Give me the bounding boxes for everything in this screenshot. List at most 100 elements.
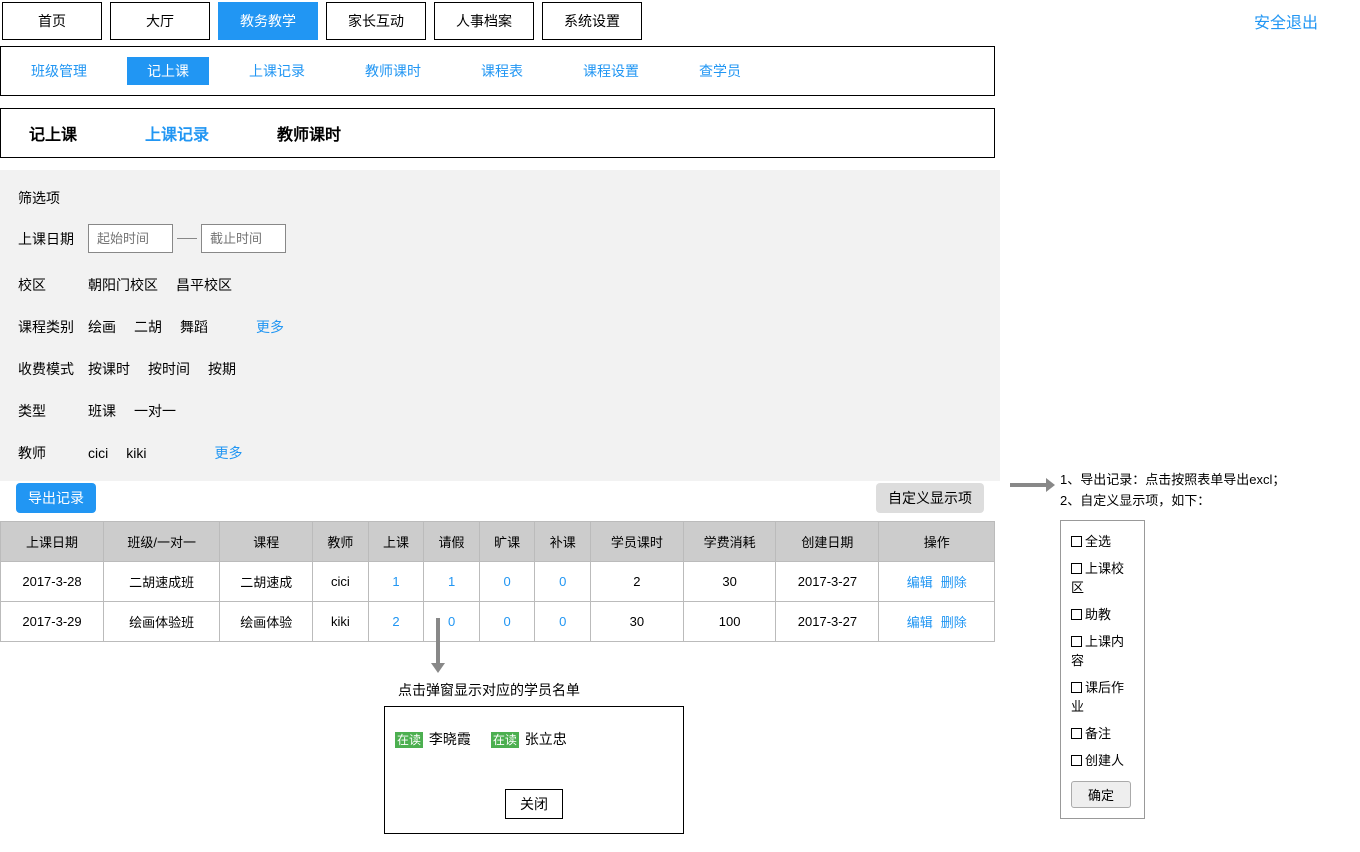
type-option[interactable]: 一对一	[134, 401, 176, 421]
course-type-option[interactable]: 绘画	[88, 317, 116, 337]
export-button[interactable]: 导出记录	[16, 483, 96, 513]
edit-link[interactable]: 编辑	[907, 615, 933, 630]
table-cell: 绘画体验班	[104, 602, 220, 642]
start-date-input[interactable]	[88, 224, 173, 253]
popup-note: 点击弹窗显示对应的学员名单	[398, 680, 580, 700]
custom-option[interactable]: 备注	[1071, 723, 1134, 742]
table-cell[interactable]: 2	[368, 602, 424, 642]
type-label: 类型	[18, 401, 88, 421]
checkbox-icon	[1071, 536, 1082, 547]
status-badge: 在读	[395, 732, 423, 748]
top-nav: 首页 大厅 教务教学 家长互动 人事档案 系统设置 安全退出	[0, 0, 1360, 42]
checkbox-icon	[1071, 636, 1082, 647]
custom-columns-button[interactable]: 自定义显示项	[876, 483, 984, 513]
end-date-input[interactable]	[201, 224, 286, 253]
table-cell[interactable]: 1	[424, 562, 480, 602]
inner-tab-teacher-hours[interactable]: 教师课时	[277, 121, 341, 145]
fee-mode-option[interactable]: 按课时	[88, 359, 130, 379]
subnav-class-records[interactable]: 上课记录	[229, 57, 325, 85]
col-header: 操作	[879, 522, 995, 562]
confirm-button[interactable]: 确定	[1071, 781, 1131, 808]
col-header: 学员课时	[591, 522, 684, 562]
col-header: 学费消耗	[683, 522, 776, 562]
col-header: 班级/一对一	[104, 522, 220, 562]
table-cell: 2	[591, 562, 684, 602]
inner-tabs: 记上课 上课记录 教师课时	[0, 108, 995, 158]
inner-tab-record[interactable]: 记上课	[29, 121, 77, 145]
edit-link[interactable]: 编辑	[907, 575, 933, 590]
table-cell: 30	[683, 562, 776, 602]
col-header: 教师	[313, 522, 369, 562]
type-option[interactable]: 班课	[88, 401, 116, 421]
annotation-line: 2、自定义显示项，如下：	[1060, 491, 1285, 512]
nav-tab-teaching[interactable]: 教务教学	[218, 2, 318, 40]
annotation-text: 1、导出记录：点击按照表单导出excl； 2、自定义显示项，如下：	[1060, 470, 1285, 512]
teacher-option[interactable]: cici	[88, 445, 108, 461]
col-header: 旷课	[479, 522, 535, 562]
action-bar: 导出记录 自定义显示项	[0, 481, 1000, 521]
fee-mode-option[interactable]: 按期	[208, 359, 236, 379]
custom-option[interactable]: 课后作业	[1071, 677, 1134, 715]
student-popup: 在读 李晓霞在读 张立忠 关闭	[384, 706, 684, 834]
table-cell[interactable]: 0	[535, 602, 591, 642]
campus-option[interactable]: 昌平校区	[176, 275, 232, 295]
inner-tab-records-list[interactable]: 上课记录	[145, 121, 209, 145]
operation-cell: 编辑删除	[879, 602, 995, 642]
subnav-student-query[interactable]: 查学员	[679, 57, 761, 85]
nav-tab-settings[interactable]: 系统设置	[542, 2, 642, 40]
nav-tab-lobby[interactable]: 大厅	[110, 2, 210, 40]
table-cell: 30	[591, 602, 684, 642]
custom-option[interactable]: 全选	[1071, 531, 1134, 550]
student-item: 在读 张立忠	[491, 729, 567, 749]
delete-link[interactable]: 删除	[941, 615, 967, 630]
course-type-option[interactable]: 舞蹈	[180, 317, 208, 337]
subnav-record-class[interactable]: 记上课	[127, 57, 209, 85]
fee-mode-label: 收费模式	[18, 359, 88, 379]
subnav-course-settings[interactable]: 课程设置	[563, 57, 659, 85]
col-header: 创建日期	[776, 522, 879, 562]
subnav-teacher-hours[interactable]: 教师课时	[345, 57, 441, 85]
table-cell: 2017-3-28	[1, 562, 104, 602]
table-header-row: 上课日期 班级/一对一 课程 教师 上课 请假 旷课 补课 学员课时 学费消耗 …	[1, 522, 995, 562]
table-cell[interactable]: 0	[479, 602, 535, 642]
teacher-more[interactable]: 更多	[214, 443, 242, 463]
filter-panel: 筛选项 上课日期 校区 朝阳门校区 昌平校区 课程类别 绘画 二胡 舞蹈 更多 …	[0, 170, 1000, 481]
table-cell: 100	[683, 602, 776, 642]
custom-option[interactable]: 创建人	[1071, 750, 1134, 769]
checkbox-icon	[1071, 609, 1082, 620]
nav-tab-parents[interactable]: 家长互动	[326, 2, 426, 40]
arrow-down-icon	[428, 618, 448, 673]
table-row: 2017-3-28二胡速成班二胡速成cici11002302017-3-27编辑…	[1, 562, 995, 602]
table-cell[interactable]: 0	[535, 562, 591, 602]
subnav-schedule[interactable]: 课程表	[461, 57, 543, 85]
course-type-more[interactable]: 更多	[256, 317, 284, 337]
custom-option[interactable]: 助教	[1071, 604, 1134, 623]
fee-mode-option[interactable]: 按时间	[148, 359, 190, 379]
logout-link[interactable]: 安全退出	[1254, 9, 1318, 33]
table-cell: 二胡速成	[220, 562, 313, 602]
custom-option[interactable]: 上课校区	[1071, 558, 1134, 596]
nav-tab-hr[interactable]: 人事档案	[434, 2, 534, 40]
annotation-line: 1、导出记录：点击按照表单导出excl；	[1060, 470, 1285, 491]
delete-link[interactable]: 删除	[941, 575, 967, 590]
checkbox-icon	[1071, 755, 1082, 766]
close-button[interactable]: 关闭	[505, 789, 563, 819]
sub-nav: 班级管理 记上课 上课记录 教师课时 课程表 课程设置 查学员	[0, 46, 995, 96]
custom-columns-panel: 全选上课校区助教上课内容课后作业备注创建人 确定	[1060, 520, 1145, 819]
nav-tab-home[interactable]: 首页	[2, 2, 102, 40]
records-table-wrap: 上课日期 班级/一对一 课程 教师 上课 请假 旷课 补课 学员课时 学费消耗 …	[0, 521, 995, 642]
subnav-class-mgmt[interactable]: 班级管理	[11, 57, 107, 85]
course-type-label: 课程类别	[18, 317, 88, 337]
filter-title: 筛选项	[18, 188, 982, 208]
col-header: 上课日期	[1, 522, 104, 562]
checkbox-icon	[1071, 728, 1082, 739]
table-cell: 2017-3-27	[776, 602, 879, 642]
campus-option[interactable]: 朝阳门校区	[88, 275, 158, 295]
table-cell[interactable]: 1	[368, 562, 424, 602]
teacher-option[interactable]: kiki	[126, 445, 146, 461]
table-cell[interactable]: 0	[479, 562, 535, 602]
custom-option[interactable]: 上课内容	[1071, 631, 1134, 669]
table-cell: 二胡速成班	[104, 562, 220, 602]
course-type-option[interactable]: 二胡	[134, 317, 162, 337]
table-cell: 2017-3-29	[1, 602, 104, 642]
